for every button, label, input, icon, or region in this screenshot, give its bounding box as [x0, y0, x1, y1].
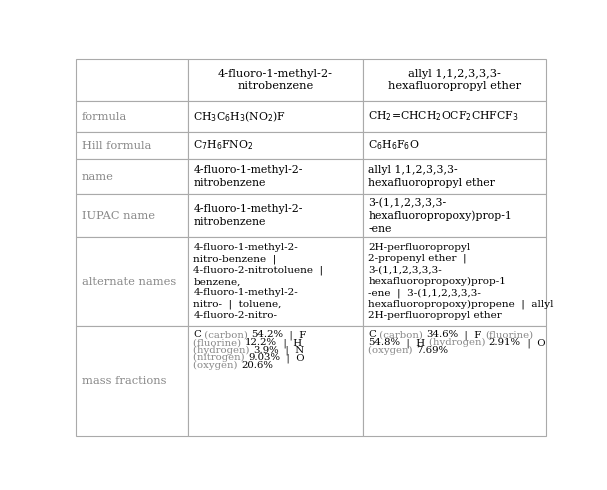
Text: 4-fluoro-1-methyl-2-
nitrobenzene: 4-fluoro-1-methyl-2- nitrobenzene — [218, 69, 333, 91]
Bar — [188, 101, 363, 132]
Text: 20.6%: 20.6% — [241, 361, 273, 370]
Text: |  N: | N — [279, 345, 304, 355]
Text: (oxygen): (oxygen) — [368, 345, 416, 355]
Bar — [188, 237, 363, 326]
Text: CH$_2$=CHCH$_2$OCF$_2$CHFCF$_3$: CH$_2$=CHCH$_2$OCF$_2$CHFCF$_3$ — [368, 110, 519, 123]
Text: name: name — [81, 172, 114, 181]
Text: |  F: | F — [283, 330, 307, 340]
Text: 3-(1,1,2,3,3,3-
hexafluoropropoxy)prop-1
-ene: 3-(1,1,2,3,3,3- hexafluoropropoxy)prop-1… — [368, 197, 512, 234]
Bar — [188, 159, 363, 194]
Bar — [188, 132, 363, 159]
Bar — [363, 132, 546, 159]
Bar — [363, 237, 546, 326]
Text: C$_6$H$_6$F$_6$O: C$_6$H$_6$F$_6$O — [368, 139, 420, 152]
Bar — [363, 326, 546, 436]
Bar — [76, 326, 188, 436]
Text: allyl 1,1,2,3,3,3-
hexafluoropropyl ether: allyl 1,1,2,3,3,3- hexafluoropropyl ethe… — [388, 69, 521, 91]
Text: mass fractions: mass fractions — [81, 376, 166, 386]
Bar — [363, 194, 546, 237]
Text: (hydrogen): (hydrogen) — [429, 338, 489, 347]
Text: (hydrogen): (hydrogen) — [194, 345, 253, 355]
Text: |  H: | H — [277, 338, 302, 347]
Text: C: C — [368, 330, 376, 340]
Bar — [363, 159, 546, 194]
Text: (fluorine): (fluorine) — [194, 338, 245, 347]
Text: IUPAC name: IUPAC name — [81, 211, 155, 220]
Bar — [76, 237, 188, 326]
Text: alternate names: alternate names — [81, 276, 176, 287]
Text: formula: formula — [81, 112, 127, 122]
Bar — [76, 101, 188, 132]
Text: 54.2%: 54.2% — [251, 330, 283, 340]
Bar — [188, 326, 363, 436]
Text: 4-fluoro-1-methyl-2-
nitrobenzene: 4-fluoro-1-methyl-2- nitrobenzene — [194, 204, 303, 227]
Bar — [76, 132, 188, 159]
Text: (carbon): (carbon) — [376, 330, 426, 340]
Text: |  F: | F — [458, 330, 485, 340]
Text: (oxygen): (oxygen) — [194, 361, 241, 370]
Text: |  H: | H — [401, 338, 429, 347]
Text: 34.6%: 34.6% — [426, 330, 458, 340]
Bar — [188, 59, 363, 101]
Text: |  O: | O — [521, 338, 545, 347]
Text: CH$_3$C$_6$H$_3$(NO$_2$)F: CH$_3$C$_6$H$_3$(NO$_2$)F — [194, 109, 286, 124]
Text: C: C — [194, 330, 202, 340]
Bar — [76, 159, 188, 194]
Text: 2.91%: 2.91% — [489, 338, 521, 347]
Bar — [188, 194, 363, 237]
Text: C$_7$H$_6$FNO$_2$: C$_7$H$_6$FNO$_2$ — [194, 139, 254, 152]
Text: 54.8%: 54.8% — [368, 338, 401, 347]
Text: 7.69%: 7.69% — [416, 345, 448, 355]
Bar — [76, 194, 188, 237]
Text: (nitrogen): (nitrogen) — [194, 353, 248, 362]
Text: 2H-perfluoropropyl
2-propenyl ether  |
3-(1,1,2,3,3,3-
hexafluoropropoxy)prop-1
: 2H-perfluoropropyl 2-propenyl ether | 3-… — [368, 243, 554, 320]
Text: 9.03%: 9.03% — [248, 353, 280, 362]
Bar — [363, 101, 546, 132]
Text: (fluorine): (fluorine) — [485, 330, 533, 340]
Bar — [76, 59, 188, 101]
Text: 4-fluoro-1-methyl-2-
nitrobenzene: 4-fluoro-1-methyl-2- nitrobenzene — [194, 165, 303, 188]
Text: |  O: | O — [280, 353, 305, 363]
Text: Hill formula: Hill formula — [81, 141, 151, 150]
Text: 3.9%: 3.9% — [253, 345, 279, 355]
Text: allyl 1,1,2,3,3,3-
hexafluoropropyl ether: allyl 1,1,2,3,3,3- hexafluoropropyl ethe… — [368, 165, 495, 188]
Text: 12.2%: 12.2% — [245, 338, 277, 347]
Bar — [363, 59, 546, 101]
Text: 4-fluoro-1-methyl-2-
nitro-benzene  |
4-fluoro-2-nitrotoluene  |
benzene,
4-fluo: 4-fluoro-1-methyl-2- nitro-benzene | 4-f… — [194, 243, 324, 320]
Text: (carbon): (carbon) — [202, 330, 251, 340]
